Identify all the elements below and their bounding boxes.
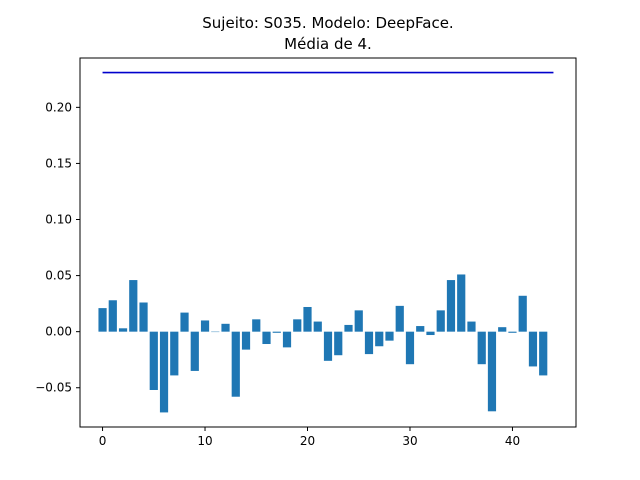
bar — [539, 331, 548, 376]
x-axis: 0 10 20 30 40 — [99, 427, 520, 448]
bar — [477, 331, 486, 365]
bar — [98, 308, 107, 332]
x-tick-label: 40 — [505, 434, 520, 448]
bar — [385, 331, 394, 341]
bar — [293, 319, 302, 332]
chart-title: Sujeito: S035. Modelo: DeepFace. — [202, 14, 453, 32]
bar — [180, 312, 189, 332]
x-tick-label: 10 — [197, 434, 212, 448]
bar — [108, 300, 117, 332]
bar — [159, 331, 169, 413]
bar — [416, 326, 425, 332]
y-axis: −0.05 0.00 0.05 0.10 0.15 0.20 — [35, 100, 80, 395]
bar — [528, 331, 538, 367]
bar — [221, 323, 230, 332]
bar — [426, 331, 435, 336]
bar — [241, 331, 251, 350]
bar — [272, 331, 281, 333]
bar — [467, 321, 476, 332]
bar — [446, 280, 456, 332]
bar — [457, 274, 466, 332]
bar — [487, 331, 497, 412]
bar — [354, 310, 363, 332]
bar — [170, 331, 179, 376]
y-tick-label: 0.00 — [45, 325, 72, 339]
y-tick-label: 0.10 — [45, 213, 72, 227]
y-tick-label: 0.05 — [45, 269, 72, 283]
bar — [364, 331, 374, 355]
bar — [303, 306, 312, 332]
bar — [129, 280, 138, 332]
bar — [118, 328, 128, 332]
y-tick-label: 0.15 — [45, 156, 72, 170]
bar — [200, 320, 210, 332]
x-tick-label: 20 — [300, 434, 315, 448]
bar — [282, 331, 292, 348]
bar — [344, 324, 353, 332]
bar — [508, 331, 517, 333]
y-tick-label: −0.05 — [35, 381, 72, 395]
bar — [395, 305, 404, 332]
bar — [518, 295, 527, 332]
bar — [436, 310, 445, 332]
bar — [252, 319, 261, 332]
bar — [323, 331, 333, 361]
bar — [334, 331, 343, 356]
bar — [262, 331, 271, 345]
chart-subtitle: Média de 4. — [284, 35, 372, 53]
plot-area-frame — [79, 57, 577, 428]
bar — [139, 302, 148, 332]
bar — [313, 321, 322, 332]
bar — [149, 331, 158, 390]
bar — [498, 327, 507, 332]
x-tick-label: 30 — [402, 434, 417, 448]
bar — [375, 331, 384, 347]
y-tick-label: 0.20 — [45, 100, 72, 114]
bar — [231, 331, 240, 397]
bar-series — [98, 274, 548, 413]
bar — [190, 331, 199, 371]
x-tick-label: 0 — [99, 434, 107, 448]
bar — [405, 331, 415, 365]
